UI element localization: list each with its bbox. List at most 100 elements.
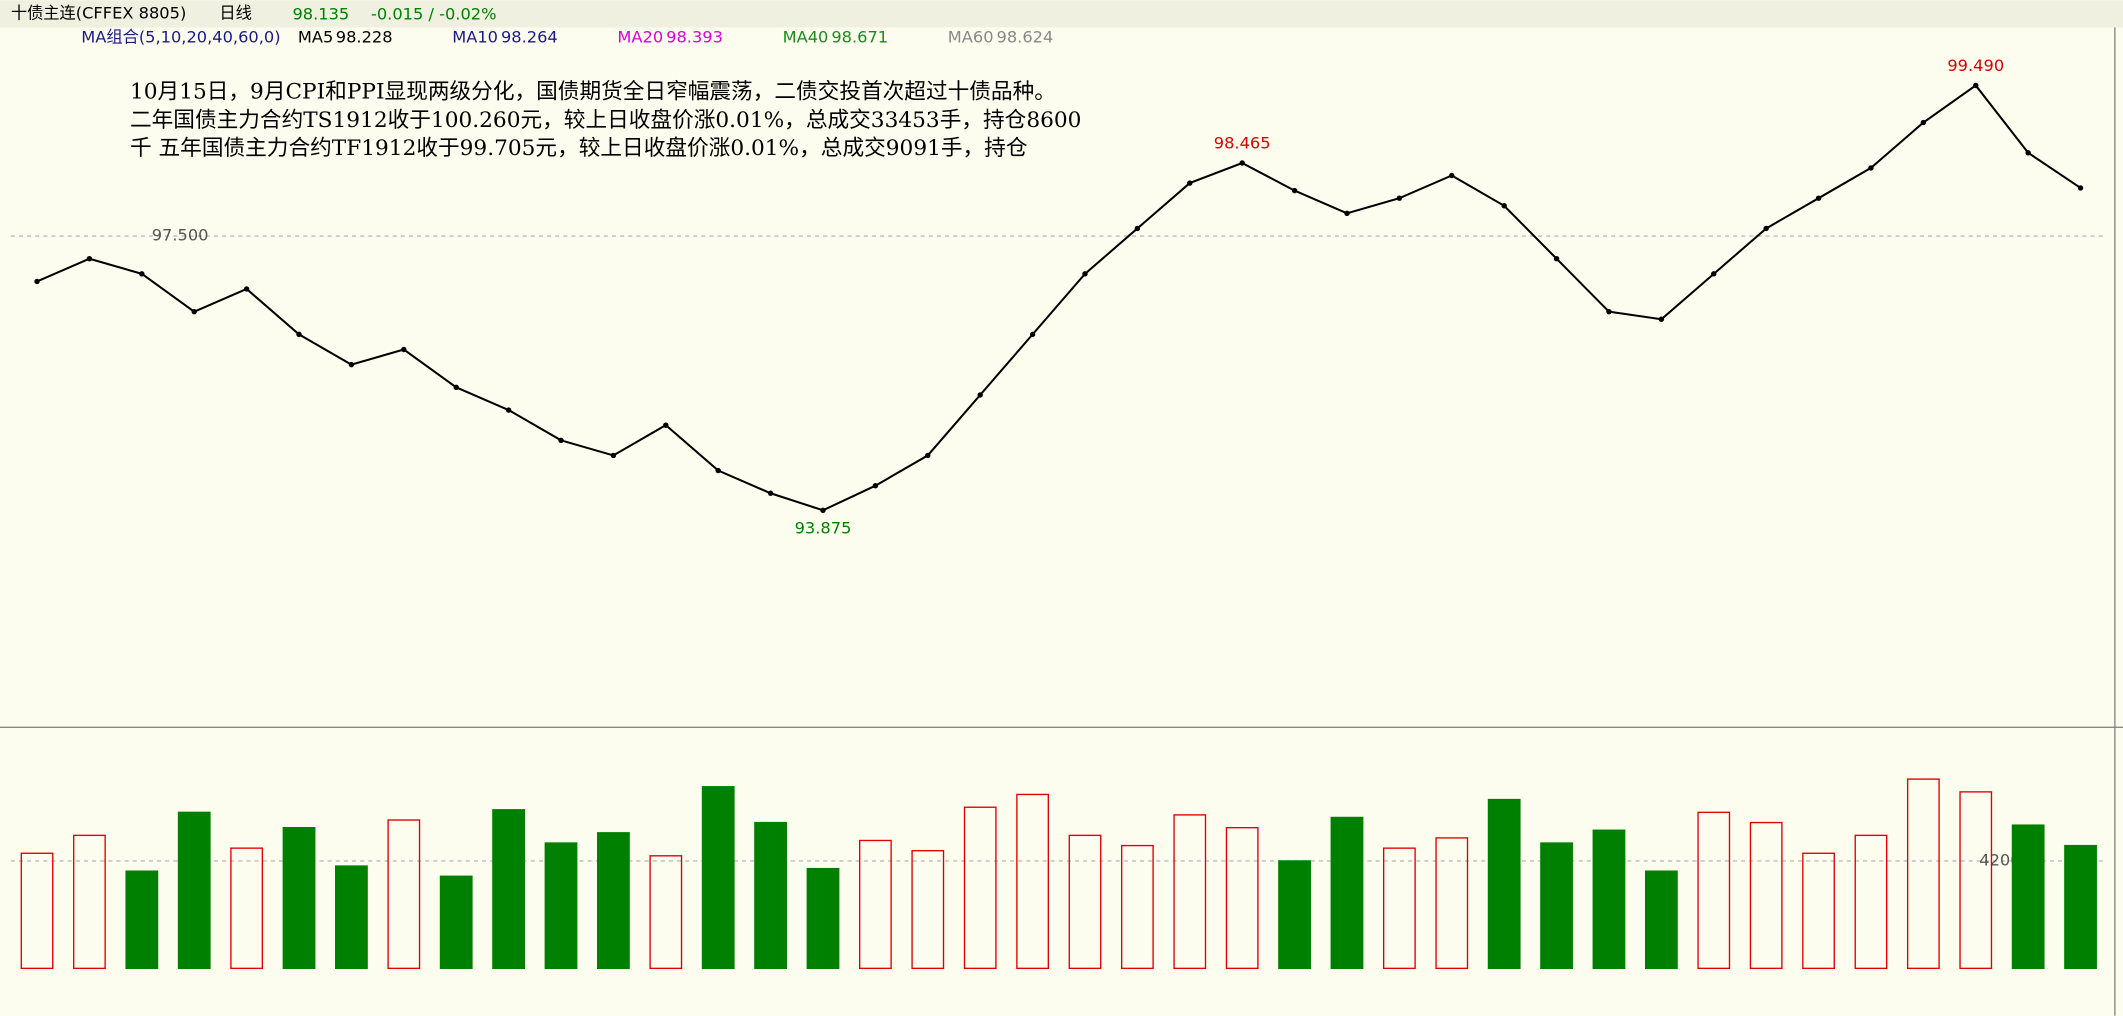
price-point	[401, 346, 407, 353]
volume-bar	[1697, 811, 1731, 970]
price-point	[1553, 256, 1560, 262]
volume-bar	[1487, 798, 1521, 970]
volume-bar	[649, 855, 683, 970]
price-point	[663, 422, 669, 428]
note-line: 10月15日，9月CPI和PPI显现两级分化，国债期货全日窄幅震荡，二债交投首次…	[130, 79, 1056, 104]
price-point	[1449, 172, 1455, 179]
price-point	[34, 278, 40, 285]
price-point	[1291, 187, 1298, 194]
price-point	[1606, 308, 1612, 315]
price-point	[296, 331, 302, 338]
volume-bar	[1749, 821, 1783, 970]
price-point	[1239, 160, 1245, 166]
volume-bar	[282, 827, 316, 970]
price-point	[1501, 203, 1507, 209]
period[interactable]: 日线	[219, 3, 251, 22]
ma-value: 98.624	[997, 28, 1054, 47]
volume-bar	[1016, 793, 1049, 970]
price-point	[2077, 185, 2084, 191]
price-point	[1396, 195, 1403, 201]
symbol[interactable]: 十债主连(CFFEX 8805)	[11, 3, 186, 22]
volume-bar	[806, 867, 840, 970]
volume-bar	[73, 834, 106, 970]
price-point	[1134, 225, 1141, 232]
volume-bar	[2064, 844, 2097, 970]
volume-bar	[1540, 842, 1573, 970]
volume-bar	[125, 870, 159, 970]
volume-bar	[701, 786, 735, 970]
price-point	[1029, 331, 1036, 338]
volume-bar	[1068, 834, 1102, 970]
price-point	[2025, 150, 2031, 156]
price-point	[191, 308, 197, 315]
value-label: 98.465	[1214, 134, 1271, 153]
ma-name: MA20	[617, 28, 663, 47]
volume-bar	[544, 842, 578, 970]
price-point	[1920, 119, 1927, 126]
value-label: 93.875	[795, 519, 852, 538]
volume-bar	[230, 847, 264, 970]
volume-bar	[20, 852, 54, 970]
price-point	[1187, 180, 1193, 186]
volume-bar	[1330, 816, 1364, 970]
price-point	[558, 437, 564, 444]
ma-value: 98.264	[501, 28, 558, 47]
volume-bar	[1854, 834, 1888, 970]
price-point	[1082, 271, 1088, 277]
volume-bar	[1173, 814, 1207, 970]
volume-bar	[1906, 778, 1940, 970]
price-point	[348, 361, 355, 368]
price-point	[505, 407, 512, 413]
volume-bar	[387, 819, 421, 970]
price-point	[1711, 271, 1717, 277]
ma-name: MA10	[452, 28, 498, 47]
volume-bar	[177, 811, 211, 970]
price-point	[86, 256, 93, 262]
volume-bar	[335, 865, 368, 970]
volume-bar	[1435, 837, 1469, 970]
change: -0.015 / -0.02%	[371, 5, 497, 24]
volume-bar	[2011, 824, 2045, 970]
price-point	[820, 507, 826, 513]
volume-bar	[911, 850, 945, 970]
header-bar	[0, 0, 2123, 28]
volume-bar	[439, 875, 473, 970]
price-point	[1868, 165, 1874, 171]
volume-bar	[1802, 852, 1835, 970]
price-point	[1658, 316, 1665, 322]
volume-bar	[963, 806, 997, 970]
volume-bar	[1592, 829, 1626, 970]
ma-name: MA40	[783, 28, 829, 47]
volume-bar	[1120, 844, 1154, 970]
y-tick-label: 97.500	[152, 226, 209, 245]
price-line	[36, 84, 2082, 512]
volume-bar	[492, 809, 526, 970]
ma-name: MA5	[298, 28, 333, 47]
price-point	[977, 392, 983, 398]
price-point	[139, 271, 145, 277]
value-label: 99.490	[1947, 56, 2004, 75]
volume-bar	[754, 821, 787, 970]
price-point	[453, 384, 459, 391]
volume-bar	[597, 832, 630, 970]
note-line: 千 五年国债主力合约TF1912收于99.705元，较上日收盘价涨0.01%，总…	[130, 136, 1028, 161]
price-point	[1344, 210, 1350, 217]
price-point	[1763, 225, 1769, 232]
ma-value: 98.671	[831, 28, 888, 47]
volume-bar	[1225, 827, 1259, 970]
volume-bar	[1278, 860, 1311, 970]
ma-value: 98.228	[336, 28, 393, 47]
ma-title[interactable]: MA组合(5,10,20,40,60,0)	[81, 28, 280, 47]
ma-name: MA60	[948, 28, 994, 47]
price-point	[715, 467, 721, 474]
ma-value: 98.393	[666, 28, 723, 47]
price-point	[610, 452, 617, 459]
price-point	[925, 452, 931, 459]
price-point	[1973, 82, 1979, 89]
volume-bar	[1382, 847, 1416, 970]
price: 98.135	[292, 5, 349, 24]
price-point	[872, 482, 879, 489]
price-point	[1815, 195, 1822, 201]
price-point	[243, 286, 250, 292]
volume-bar	[1644, 870, 1678, 970]
